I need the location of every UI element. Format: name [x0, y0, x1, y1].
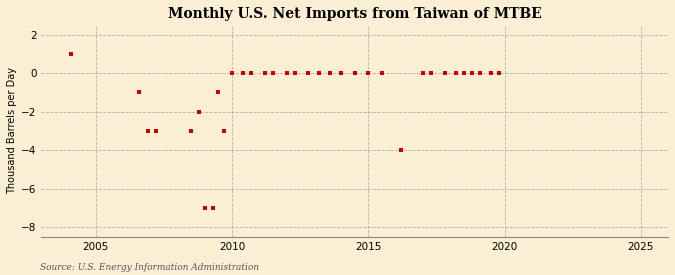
Point — [194, 109, 205, 114]
Point — [281, 71, 292, 75]
Point — [142, 129, 153, 133]
Point — [66, 52, 77, 56]
Point — [475, 71, 485, 75]
Point — [363, 71, 374, 75]
Point — [186, 129, 196, 133]
Point — [458, 71, 469, 75]
Point — [485, 71, 496, 75]
Point — [267, 71, 278, 75]
Point — [303, 71, 314, 75]
Point — [396, 148, 406, 152]
Point — [349, 71, 360, 75]
Point — [377, 71, 387, 75]
Point — [335, 71, 346, 75]
Point — [227, 71, 238, 75]
Point — [151, 129, 161, 133]
Y-axis label: Thousand Barrels per Day: Thousand Barrels per Day — [7, 67, 17, 194]
Point — [134, 90, 145, 95]
Point — [314, 71, 325, 75]
Point — [417, 71, 428, 75]
Point — [493, 71, 504, 75]
Point — [246, 71, 256, 75]
Point — [439, 71, 450, 75]
Point — [219, 129, 230, 133]
Point — [259, 71, 270, 75]
Text: Source: U.S. Energy Information Administration: Source: U.S. Energy Information Administ… — [40, 263, 259, 272]
Point — [238, 71, 248, 75]
Point — [208, 206, 219, 210]
Point — [290, 71, 300, 75]
Title: Monthly U.S. Net Imports from Taiwan of MTBE: Monthly U.S. Net Imports from Taiwan of … — [168, 7, 541, 21]
Point — [426, 71, 437, 75]
Point — [325, 71, 335, 75]
Point — [213, 90, 224, 95]
Point — [450, 71, 461, 75]
Point — [466, 71, 477, 75]
Point — [199, 206, 210, 210]
